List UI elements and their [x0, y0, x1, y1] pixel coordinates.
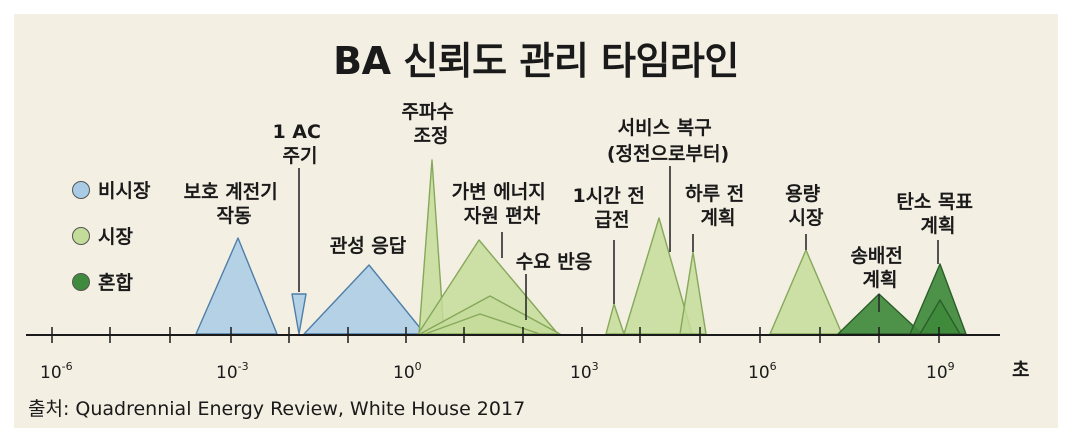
label-service-restoration: 서비스 복구 (정전으로부터)	[607, 117, 729, 165]
shape-transmission-planning	[837, 293, 923, 335]
tick-label-1e-3: 10-3	[216, 360, 249, 383]
shape-service-restoration	[623, 217, 693, 335]
tick-label-1e0: 100	[393, 360, 422, 383]
shape-inertial-response	[303, 264, 426, 335]
legend-swatch-non-market	[72, 180, 90, 199]
shape-protection-relay	[195, 237, 278, 335]
legend-swatch-market	[72, 226, 90, 245]
label-demand-response: 수요 반응	[516, 251, 593, 273]
tick-label-1e9: 109	[926, 360, 955, 383]
tick-label-1e3: 103	[570, 360, 599, 383]
legend-swatch-mixed	[72, 272, 90, 291]
label-transmission-planning: 송배전 계획	[850, 245, 909, 291]
axis-unit: 초	[1012, 359, 1029, 381]
shape-day-ahead-planning	[679, 251, 707, 335]
tick-label-1e6: 106	[748, 360, 777, 383]
label-carbon-target-planning: 탄소 목표 계획	[896, 191, 979, 237]
diagram-panel	[14, 14, 1058, 428]
source-citation: 출처: Quadrennial Energy Review, White Hou…	[28, 398, 526, 420]
label-capacity-market: 용량 시장	[785, 183, 827, 229]
tick-label-1e-6: 10-6	[40, 360, 73, 383]
label-ac-cycle: 1 AC 주기	[272, 121, 327, 167]
axis-ticks	[51, 327, 940, 343]
legend-label-mixed: 혼합	[98, 272, 133, 294]
diagram-title: BA 신뢰도 관리 타임라인	[333, 39, 739, 83]
timeline-labels: 보호 계전기 작동 1 AC 주기 관성 응답 주파수 조정 가변 에너지 자원…	[184, 101, 979, 291]
label-hourly-dispatch: 1시간 전 급전	[573, 185, 652, 231]
legend-item-non-market: 비시장	[72, 176, 150, 203]
label-frequency-regulation: 주파수 조정	[401, 101, 460, 147]
label-day-ahead-planning: 하루 전 계획	[685, 183, 751, 229]
leader-lines	[298, 166, 939, 320]
timeline-shapes	[195, 159, 967, 335]
label-variable-energy-deviation: 가변 에너지 자원 편차	[452, 181, 553, 227]
legend-label-non-market: 비시장	[98, 180, 151, 202]
time-axis: 10-6 10-3 100 103 106 109 초	[26, 327, 1029, 383]
legend-label-market: 시장	[98, 226, 133, 248]
shape-hourly-dispatch	[605, 303, 625, 335]
label-protection-relay: 보호 계전기 작동	[184, 181, 285, 227]
legend-item-market: 시장	[72, 222, 133, 249]
label-inertial-response: 관성 응답	[330, 235, 407, 257]
shape-capacity-market	[769, 249, 843, 335]
legend-item-mixed: 혼합	[72, 268, 133, 295]
shape-ac-cycle	[291, 293, 307, 335]
